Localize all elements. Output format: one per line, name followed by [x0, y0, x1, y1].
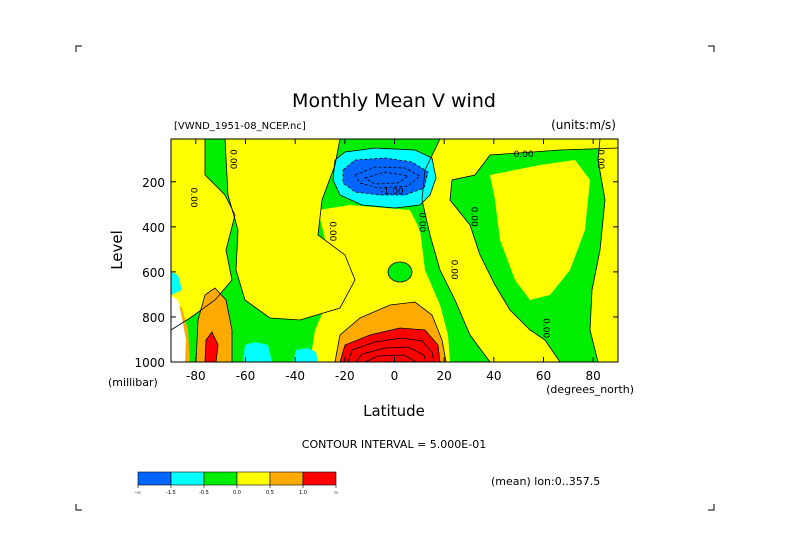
x-axis-label: Latitude — [363, 402, 425, 420]
x-tick-label: -40 — [285, 369, 305, 383]
colorbar-label: -∞ — [135, 490, 141, 496]
units-label: (units:m/s) — [551, 118, 616, 132]
y-tick-label: 1000 — [134, 356, 165, 370]
region-max-south-inner — [205, 332, 218, 362]
contour-value-label: 0.00 — [228, 149, 238, 169]
y-axis-label: Level — [108, 230, 126, 270]
contour-lines — [171, 139, 618, 362]
x-axis-units: (degrees_north) — [546, 383, 634, 396]
x-tick-label: 40 — [486, 369, 501, 383]
contour-value-label: 0.00 — [595, 149, 605, 169]
crop-marks — [75, 45, 715, 511]
x-tick-label: 0 — [391, 369, 399, 383]
region-max-south — [196, 288, 232, 362]
region-positive-north — [590, 139, 618, 362]
contour-value-label: 0.00 — [468, 207, 478, 227]
dataset-label: [VWND_1951-08_NCEP.nc] — [174, 121, 306, 132]
footnote: (mean) lon:0..357.5 — [491, 475, 600, 488]
colorbar-label: -1.5 — [166, 490, 176, 496]
x-tick-label: 20 — [437, 369, 452, 383]
axes: -80 -60 -40 -20 0 20 40 60 80 200 400 600 800 1000 — [134, 139, 618, 383]
y-tick-label: 400 — [142, 221, 165, 235]
contour-value-label: 0.00 — [416, 212, 426, 232]
colorbar-label: 0.5 — [266, 490, 274, 496]
contour-value-label: 0.00 — [514, 150, 534, 160]
region-positive-west-mid — [225, 139, 355, 320]
contour-value-label: 0.00 — [449, 260, 459, 280]
colorbar: -∞ -1.5 -0.5 0.0 0.5 1.0 ∞ — [135, 471, 338, 496]
region-negative-island — [388, 262, 412, 282]
contour-interval: CONTOUR INTERVAL = 5.000E-01 — [302, 438, 486, 451]
x-tick-label: -80 — [186, 369, 206, 383]
colorbar-swatch — [236, 471, 271, 486]
x-tick-label: -60 — [236, 369, 256, 383]
y-tick-label: 800 — [142, 311, 165, 325]
y-axis-units: (millibar) — [108, 376, 158, 389]
colorbar-label: 0.0 — [233, 490, 241, 496]
y-tick-label: 600 — [142, 266, 165, 280]
colorbar-swatch — [137, 471, 172, 486]
plot-area — [171, 139, 618, 362]
region-positive-south — [171, 139, 235, 330]
contour-value-label: -1.00 — [380, 187, 404, 197]
colorbar-swatch — [302, 471, 337, 486]
x-tick-label: 80 — [586, 369, 601, 383]
chart-title: Monthly Mean V wind — [292, 90, 496, 112]
colorbar-label: -0.5 — [199, 490, 209, 496]
contour-value-label: 0.00 — [188, 188, 198, 208]
contour-value-label: 0.00 — [327, 221, 337, 241]
colorbar-swatch — [269, 471, 304, 486]
region-min-surface-1 — [243, 342, 272, 362]
colorbar-swatch — [203, 471, 238, 486]
x-tick-label: -20 — [335, 369, 355, 383]
contour-labels: 0.00 0.00 0.00 0.00 0.00 0.00 0.00 0.00 0.00 -1.0… — [188, 149, 605, 338]
region-positive-east-upper — [490, 160, 590, 300]
x-tick-label: 60 — [536, 369, 551, 383]
contour-value-label: 0.00 — [541, 318, 551, 338]
y-tick-label: 200 — [142, 176, 165, 190]
colorbar-label: 1.0 — [299, 490, 307, 496]
region-min-polar — [171, 272, 182, 295]
colorbar-swatch — [170, 471, 205, 486]
region-min-surface-2 — [293, 348, 318, 362]
region-missing-polar — [171, 296, 186, 362]
region-positive-east — [422, 139, 618, 362]
colorbar-label: ∞ — [334, 490, 338, 496]
